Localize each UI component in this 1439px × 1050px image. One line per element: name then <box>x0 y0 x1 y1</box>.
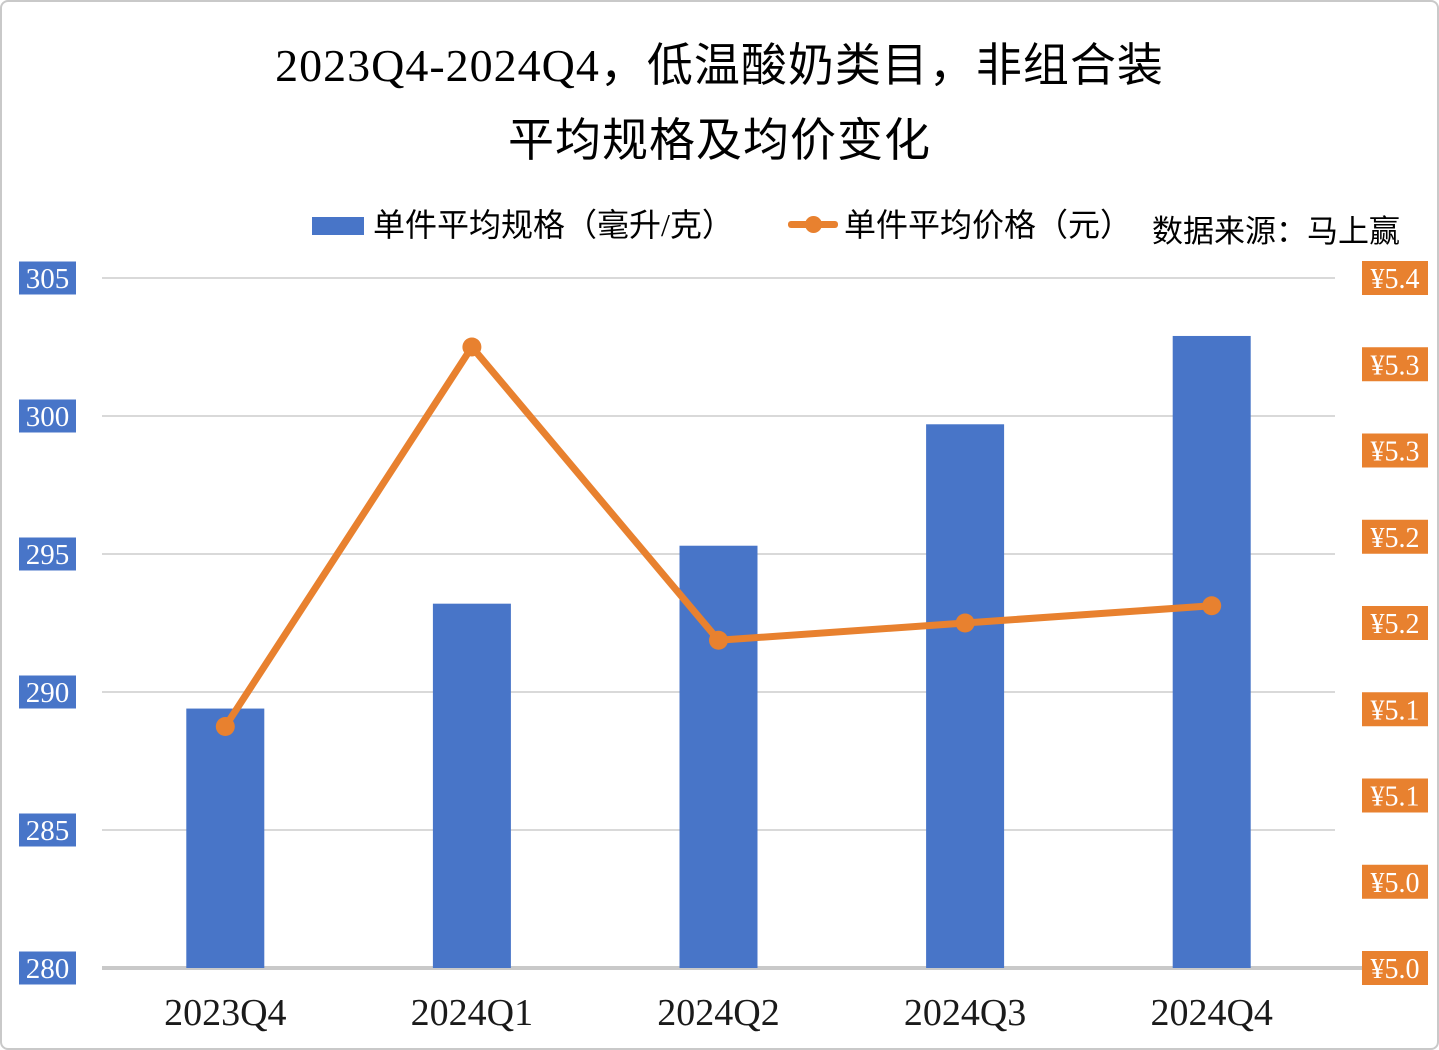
bar-2024Q2 <box>679 545 758 968</box>
right-axis-tick-label: ¥5.3 <box>1371 350 1420 381</box>
chart-title-line2: 平均规格及均价变化 <box>508 115 931 166</box>
left-axis-tick-box <box>19 675 76 709</box>
price-point-2024Q4 <box>1202 596 1222 616</box>
price-point-2024Q3 <box>955 613 975 633</box>
data-source-label: 数据来源：马上赢 <box>1152 214 1400 249</box>
left-axis-tick-label: 300 <box>26 401 70 433</box>
chart-title: 2023Q4-2024Q4，低温酸奶类目，非组合装 平均规格及均价变化 <box>2 28 1437 178</box>
legend-bar-label: 单件平均规格（毫升/克） <box>373 207 734 243</box>
right-axis-tick-label: ¥5.3 <box>1371 437 1420 468</box>
x-axis-label-2024Q2: 2024Q2 <box>657 992 779 1034</box>
left-axis-tick-label: 295 <box>26 539 70 571</box>
right-axis-tick-label: ¥5.2 <box>1371 609 1420 640</box>
x-axis-label-2024Q1: 2024Q1 <box>411 992 533 1034</box>
right-axis-tick-box <box>1362 778 1428 813</box>
left-axis-tick-box <box>19 261 76 295</box>
right-axis-tick-box <box>1362 951 1428 985</box>
bar-2024Q1 <box>432 603 511 968</box>
x-axis-label-2024Q4: 2024Q4 <box>1150 992 1272 1034</box>
right-axis-tick-box <box>1362 519 1428 554</box>
x-axis-label-2023Q4: 2023Q4 <box>164 992 286 1034</box>
price-point-2024Q2 <box>709 630 728 650</box>
left-axis-tick-box <box>19 537 76 571</box>
x-axis-label-2024Q3: 2024Q3 <box>904 992 1026 1034</box>
right-axis-tick-label: ¥5.2 <box>1371 523 1420 554</box>
right-axis-tick-box <box>1362 261 1428 295</box>
left-axis-tick-box <box>19 951 76 985</box>
legend-line-label: 单件平均价格（元） <box>844 207 1133 243</box>
price-point-2023Q4 <box>215 717 235 736</box>
legend: 单件平均规格（毫升/克） 单件平均价格（元） 数据来源：马上赢 <box>2 202 1437 260</box>
right-axis-tick-box <box>1362 606 1428 640</box>
left-axis-tick-label: 305 <box>26 263 70 295</box>
legend-line-marker-icon <box>788 216 838 233</box>
right-axis-tick-label: ¥5.0 <box>1371 868 1420 899</box>
bar-2024Q3 <box>926 424 1005 968</box>
right-axis-tick-label: ¥5.1 <box>1371 695 1420 726</box>
right-axis-tick-box <box>1362 347 1428 382</box>
bar-2024Q4 <box>1172 335 1251 969</box>
legend-bar-swatch-icon <box>312 217 364 235</box>
left-axis-tick-label: 285 <box>26 815 70 847</box>
left-axis-tick-label: 280 <box>26 953 70 985</box>
right-axis-tick-box <box>1362 433 1428 468</box>
right-axis-tick-label: ¥5.0 <box>1371 954 1420 985</box>
left-axis-tick-box <box>19 813 76 847</box>
right-axis-tick-box <box>1362 864 1428 899</box>
right-axis-tick-label: ¥5.1 <box>1371 782 1420 813</box>
chart-title-line1: 2023Q4-2024Q4，低温酸奶类目，非组合装 <box>275 40 1164 91</box>
legend-line-dot-icon <box>805 216 822 233</box>
right-axis-tick-label: ¥5.4 <box>1371 264 1420 295</box>
left-axis-tick-label: 290 <box>26 677 70 709</box>
price-point-2024Q1 <box>462 337 482 357</box>
bar-2023Q4 <box>186 708 265 968</box>
right-axis-tick-box <box>1362 692 1428 727</box>
left-axis-tick-box <box>19 399 76 433</box>
